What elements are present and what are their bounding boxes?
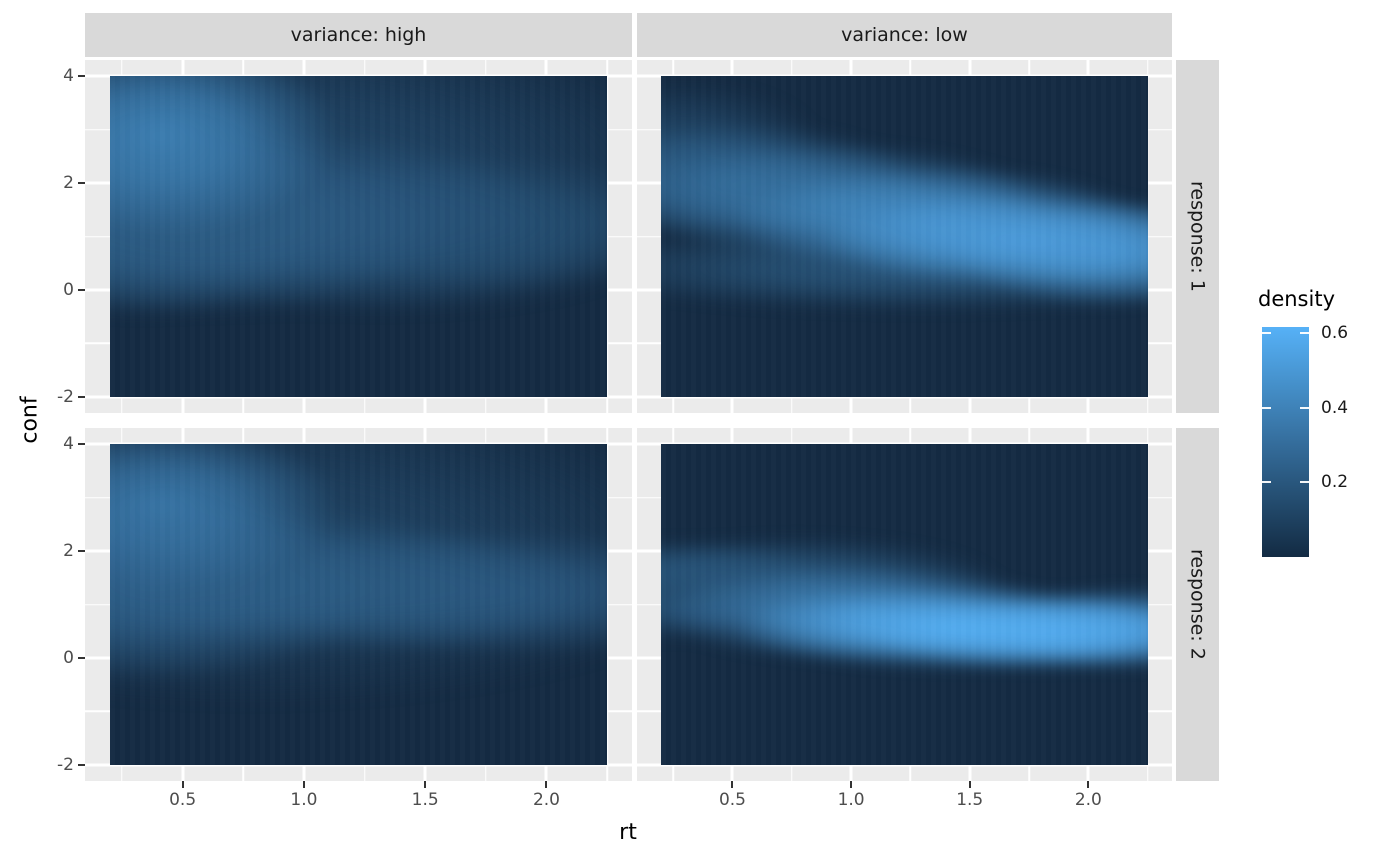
x-tick-label: 0.5 xyxy=(718,790,746,810)
facet-panel-variance-high-response-1 xyxy=(85,60,632,413)
facet-strip-response-2: response: 2 xyxy=(1176,428,1219,781)
y-tick-mark xyxy=(78,395,85,398)
y-tick-label: -2 xyxy=(57,386,74,407)
y-tick-mark xyxy=(78,550,85,552)
density-blob xyxy=(109,76,345,240)
x-tick-label: 2.0 xyxy=(1074,790,1102,810)
density-blob xyxy=(109,162,608,317)
density-blobs-layer xyxy=(661,444,1148,765)
y-tick-label: 2 xyxy=(63,173,74,193)
x-tick-label: 1.5 xyxy=(411,790,439,810)
density-blob xyxy=(944,198,1148,310)
y-tick-label: -2 xyxy=(57,754,74,775)
facet-panel-variance-low-response-1 xyxy=(637,60,1172,413)
y-tick-label: 0 xyxy=(63,647,74,668)
y-tick-mark xyxy=(78,288,85,291)
density-blob xyxy=(109,80,354,324)
x-tick-mark xyxy=(731,781,734,788)
legend-tick-mark xyxy=(1300,331,1309,334)
facet-panel-variance-low-response-2 xyxy=(637,428,1172,781)
density-blob xyxy=(273,150,608,294)
density-blobs-layer xyxy=(109,444,608,765)
density-raster xyxy=(109,76,608,397)
x-axis-title: rt xyxy=(619,820,637,845)
density-blob xyxy=(809,189,1148,290)
x-tick-label: 0.5 xyxy=(169,790,197,810)
y-tick-label: 4 xyxy=(63,66,74,87)
x-tick-label: 1.0 xyxy=(290,790,318,810)
facet-strip-variance-high: variance: high xyxy=(85,13,632,57)
legend-tick-label: 0.2 xyxy=(1321,472,1349,493)
y-tick-mark xyxy=(78,763,85,766)
density-blob xyxy=(661,563,1076,663)
density-raster xyxy=(661,76,1148,397)
y-tick-mark xyxy=(78,75,85,78)
density-blob xyxy=(109,503,519,636)
density-blob xyxy=(858,594,1148,673)
density-blob xyxy=(109,523,608,657)
y-tick-mark xyxy=(78,443,85,446)
legend-tick-mark xyxy=(1262,481,1271,484)
x-tick-mark xyxy=(302,781,305,788)
legend-tick-mark xyxy=(1300,481,1309,484)
facet-panel-variance-high-response-2 xyxy=(85,428,632,781)
density-raster xyxy=(661,444,1148,765)
density-blob xyxy=(661,140,1051,263)
legend-tick-mark xyxy=(1262,406,1271,409)
facet-strip-label: response: 2 xyxy=(1186,549,1209,660)
facet-strip-label: response: 1 xyxy=(1186,181,1209,292)
y-tick-label: 2 xyxy=(63,541,74,561)
density-blobs-layer xyxy=(661,76,1148,397)
density-blob xyxy=(661,224,1148,313)
x-tick-mark xyxy=(968,781,971,788)
density-blob xyxy=(661,574,806,641)
density-blob xyxy=(109,444,345,595)
density-raster xyxy=(109,444,608,765)
density-blob xyxy=(722,583,1148,672)
legend-colorbar xyxy=(1262,327,1309,557)
legend-tick-label: 0.4 xyxy=(1321,397,1349,418)
x-tick-mark xyxy=(181,781,184,788)
density-blob xyxy=(109,142,454,320)
density-blob xyxy=(981,583,1148,672)
facet-strip-label: variance: high xyxy=(290,24,427,46)
legend-title: density xyxy=(1258,287,1335,311)
facet-strip-variance-low: variance: low xyxy=(637,13,1172,57)
density-blobs-layer xyxy=(109,76,608,397)
density-blob xyxy=(661,534,1013,634)
density-blob xyxy=(109,444,608,713)
x-tick-label: 1.5 xyxy=(956,790,984,810)
legend-tick-mark xyxy=(1300,406,1309,409)
density-blob xyxy=(661,538,828,601)
density-blob xyxy=(109,487,391,687)
x-tick-mark xyxy=(424,781,427,788)
density-blob xyxy=(721,163,1148,275)
x-tick-mark xyxy=(850,781,853,788)
x-tick-mark xyxy=(1087,781,1090,788)
x-tick-label: 1.0 xyxy=(837,790,865,810)
facet-strip-label: variance: low xyxy=(841,24,968,46)
density-blob xyxy=(109,130,558,285)
y-tick-label: 0 xyxy=(63,279,74,300)
legend-tick-label: 0.6 xyxy=(1321,322,1349,343)
density-blob xyxy=(661,80,828,213)
y-tick-mark xyxy=(78,182,85,184)
density-blob xyxy=(661,120,926,242)
x-tick-label: 2.0 xyxy=(532,790,560,810)
density-blob xyxy=(109,76,608,322)
density-blob xyxy=(238,526,608,660)
y-tick-mark xyxy=(78,656,85,659)
facet-strip-response-1: response: 1 xyxy=(1176,60,1219,413)
x-tick-mark xyxy=(545,781,548,788)
y-tick-label: 4 xyxy=(63,434,74,455)
legend-tick-mark xyxy=(1262,331,1271,334)
